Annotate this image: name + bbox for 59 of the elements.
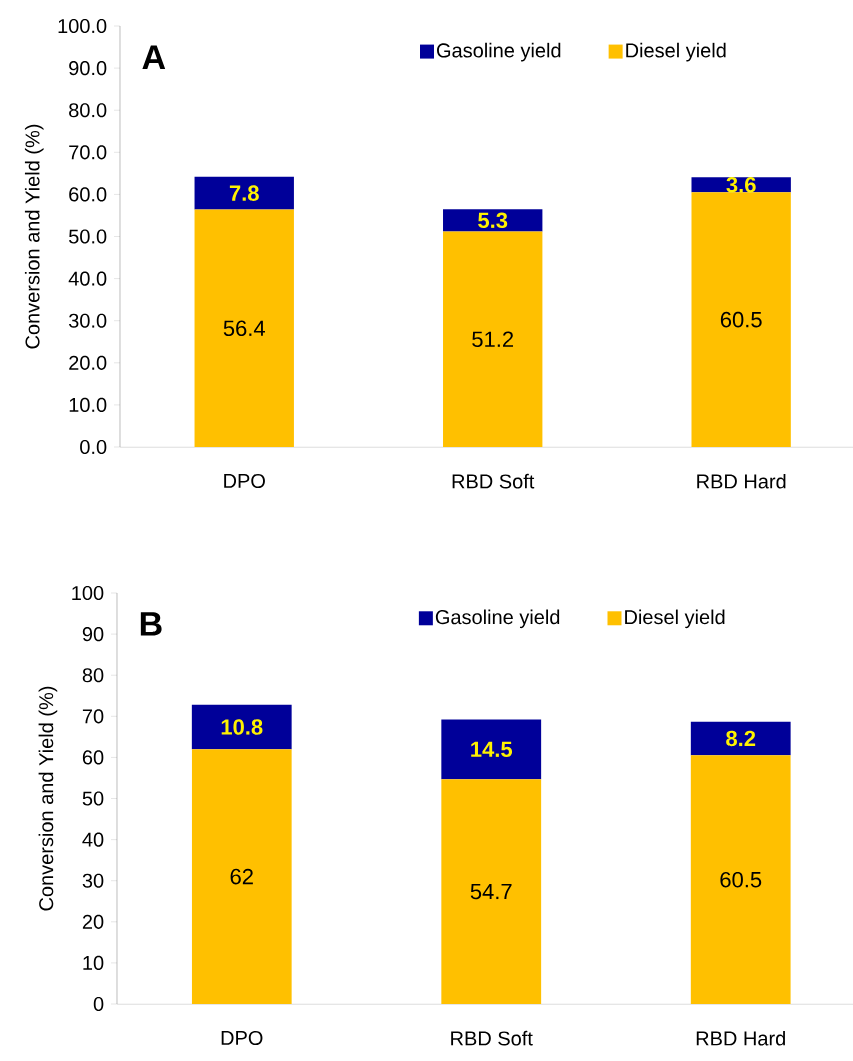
bar bbox=[441, 719, 542, 780]
data-label: 62 bbox=[230, 868, 253, 885]
bar bbox=[194, 209, 294, 448]
x-tick-label: RBD Soft bbox=[452, 473, 535, 489]
data-label: 5.3 bbox=[478, 212, 508, 229]
data-label: 8.2 bbox=[726, 730, 756, 747]
y-tick-label: 0.0 bbox=[80, 439, 107, 455]
data-label: 3.6 bbox=[726, 176, 756, 193]
chart-title: A bbox=[142, 45, 166, 69]
y-tick-label: 60 bbox=[82, 750, 104, 765]
bar bbox=[690, 721, 791, 756]
y-tick-label: 40.0 bbox=[68, 271, 107, 286]
y-tick-label: 10 bbox=[83, 955, 104, 970]
y-axis-title: Conversion and Yield (%) bbox=[24, 124, 44, 349]
x-tick-label: RBD Soft bbox=[451, 1030, 533, 1046]
y-tick-label: 70.0 bbox=[69, 145, 107, 160]
chart-title: B bbox=[140, 612, 162, 636]
bar bbox=[443, 209, 543, 232]
y-tick-label: 90.0 bbox=[69, 61, 107, 76]
bar bbox=[691, 192, 791, 448]
y-tick-label: 50.0 bbox=[69, 229, 107, 244]
y-tick-label: 70 bbox=[82, 709, 104, 724]
data-label: 51.2 bbox=[472, 331, 514, 348]
y-tick-label: 100.0 bbox=[58, 18, 107, 34]
data-label: 60.5 bbox=[720, 311, 762, 328]
x-tick-label: DPO bbox=[221, 1030, 263, 1046]
legend-label: Gasoline yield bbox=[435, 609, 560, 629]
y-tick-label: 20.0 bbox=[69, 355, 107, 370]
y-tick-label: 30 bbox=[82, 873, 104, 888]
y-tick-label: 0 bbox=[93, 996, 104, 1012]
y-tick-label: 40 bbox=[82, 832, 104, 847]
x-tick-label: RBD Hard bbox=[697, 473, 786, 489]
y-axis-title: Conversion and Yield (%) bbox=[38, 686, 58, 911]
bar bbox=[194, 176, 294, 210]
data-label: 14.5 bbox=[471, 741, 513, 758]
data-label: 54.7 bbox=[470, 883, 512, 900]
y-tick-label: 20 bbox=[82, 914, 104, 929]
data-label: 56.4 bbox=[223, 320, 265, 337]
x-tick-label: RBD Hard bbox=[696, 1030, 785, 1046]
data-label: 10.8 bbox=[221, 719, 263, 735]
bar bbox=[191, 704, 292, 750]
legend-label: Diesel yield bbox=[626, 42, 726, 62]
legend-label: Gasoline yield bbox=[437, 42, 561, 62]
y-tick-label: 60.0 bbox=[69, 187, 107, 202]
x-tick-label: DPO bbox=[224, 473, 265, 489]
y-tick-label: 10.0 bbox=[69, 397, 107, 412]
bar bbox=[443, 231, 543, 448]
y-tick-label: 90 bbox=[82, 627, 104, 642]
bar bbox=[690, 755, 791, 1005]
bar bbox=[191, 749, 292, 1005]
y-tick-label: 100 bbox=[72, 585, 104, 601]
y-tick-label: 80.0 bbox=[69, 103, 107, 118]
y-tick-label: 30.0 bbox=[68, 313, 107, 328]
bar bbox=[441, 779, 542, 1005]
legend-label: Diesel yield bbox=[625, 609, 725, 629]
data-label: 7.8 bbox=[229, 185, 259, 201]
data-label: 60.5 bbox=[720, 871, 762, 888]
y-tick-label: 80 bbox=[82, 668, 104, 683]
y-tick-label: 50 bbox=[82, 791, 104, 806]
